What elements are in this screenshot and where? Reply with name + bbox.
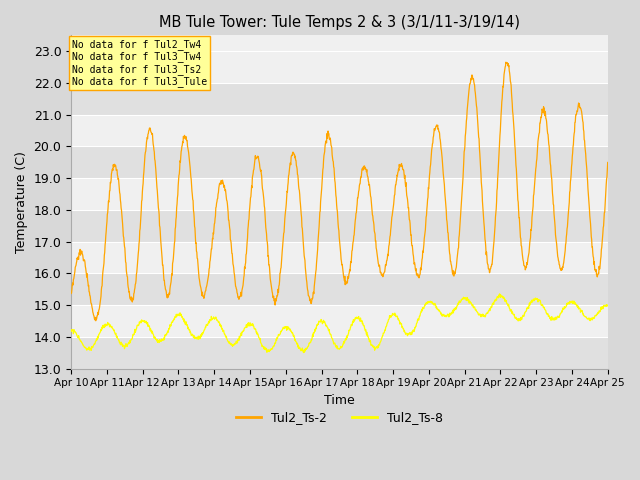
Bar: [71, 146, 608, 178]
Bar: [71, 337, 608, 369]
Bar: [71, 178, 608, 210]
Text: No data for f Tul2_Tw4
No data for f Tul3_Tw4
No data for f Tul3_Ts2
No data for: No data for f Tul2_Tw4 No data for f Tul…: [72, 39, 207, 87]
Bar: [71, 83, 608, 115]
Bar: [71, 305, 608, 337]
Bar: [71, 51, 608, 83]
Bar: [71, 273, 608, 305]
X-axis label: Time: Time: [324, 394, 355, 407]
Title: MB Tule Tower: Tule Temps 2 & 3 (3/1/11-3/19/14): MB Tule Tower: Tule Temps 2 & 3 (3/1/11-…: [159, 15, 520, 30]
Legend: Tul2_Ts-2, Tul2_Ts-8: Tul2_Ts-2, Tul2_Ts-8: [231, 406, 448, 429]
Y-axis label: Temperature (C): Temperature (C): [15, 151, 28, 253]
Bar: [71, 210, 608, 241]
Bar: [71, 241, 608, 273]
Bar: [71, 115, 608, 146]
